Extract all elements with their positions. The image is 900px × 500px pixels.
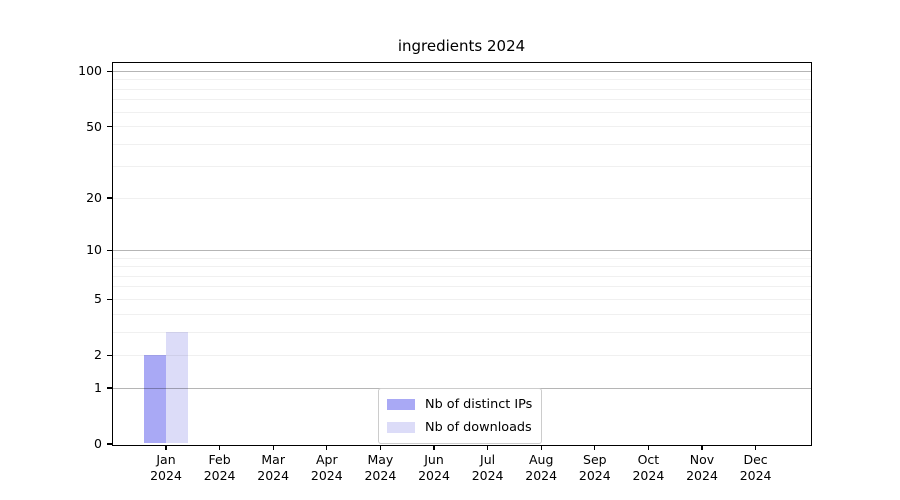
x-tick-label: Jul 2024 [457, 452, 519, 483]
x-tick-label: May 2024 [349, 452, 411, 483]
x-tick-label: Nov 2024 [671, 452, 733, 483]
x-tick-label-month: Apr [315, 452, 338, 467]
minor-gridline [112, 331, 811, 333]
x-tick-mark [754, 445, 757, 450]
x-tick-label-year: 2024 [686, 467, 718, 483]
x-tick-mark [594, 445, 596, 450]
x-tick-label: Mar 2024 [242, 452, 304, 483]
x-tick-label-year: 2024 [310, 467, 343, 483]
y-tick-mark [106, 249, 112, 252]
y-tick-label: 2 [94, 347, 102, 363]
y-tick-mark [106, 354, 112, 356]
x-tick-label-month: Nov [689, 452, 715, 467]
y-tick-mark [106, 298, 112, 300]
legend-label: Nb of distinct IPs [425, 396, 533, 412]
y-tick-label: 20 [86, 190, 102, 206]
minor-gridline [112, 286, 811, 288]
x-tick-label-year: 2024 [525, 467, 558, 483]
x-tick-label-year: 2024 [739, 467, 772, 483]
y-tick-mark [106, 70, 112, 73]
legend-swatch-downloads [387, 421, 415, 433]
x-tick-label: Jan 2024 [135, 452, 197, 483]
x-tick-mark [486, 445, 489, 450]
y-tick-mark [106, 387, 112, 389]
y-tick-mark [106, 197, 112, 199]
minor-gridline [112, 126, 811, 127]
y-tick-mark [106, 443, 112, 445]
x-tick-label: Jun 2024 [403, 452, 465, 483]
y-tick-label: 1 [94, 380, 102, 396]
x-tick-mark [165, 445, 167, 450]
x-tick-label-year: 2024 [150, 467, 182, 483]
legend-item: Nb of downloads [387, 417, 532, 437]
y-tick-label: 0 [94, 436, 102, 451]
minor-gridline [112, 99, 811, 101]
major-gridline [112, 249, 811, 251]
y-tick-label: 10 [86, 242, 102, 258]
x-tick-label-month: Mar [261, 452, 285, 467]
x-tick-label: Apr 2024 [296, 452, 358, 483]
legend-swatch-distinct-ips [387, 398, 415, 410]
minor-gridline [112, 143, 811, 145]
legend-item: Nb of distinct IPs [387, 394, 532, 414]
minor-gridline [112, 88, 811, 90]
x-tick-label-year: 2024 [578, 467, 611, 483]
x-tick-label-month: Dec [743, 452, 768, 467]
x-tick-label: Feb 2024 [189, 452, 251, 483]
x-tick-mark [272, 445, 274, 450]
minor-gridline [112, 354, 811, 356]
x-tick-label: Aug 2024 [510, 452, 572, 483]
minor-gridline [112, 275, 811, 277]
minor-gridline [112, 313, 811, 315]
x-tick-mark [540, 445, 542, 450]
x-tick-label-year: 2024 [471, 467, 504, 483]
x-tick-label-month: Sep [583, 452, 607, 467]
y-tick-label: 50 [86, 118, 102, 134]
x-tick-label-month: Feb [208, 452, 231, 467]
minor-gridline [112, 197, 811, 199]
x-tick-label-month: Jul [480, 452, 496, 467]
y-tick-label: 5 [94, 291, 102, 307]
minor-gridline [112, 298, 811, 300]
x-tick-label-year: 2024 [632, 467, 665, 483]
y-tick-label: 100 [78, 63, 102, 79]
x-tick-mark [218, 445, 221, 450]
x-tick-mark [379, 445, 382, 450]
x-tick-label: Oct 2024 [617, 452, 679, 483]
x-tick-label-year: 2024 [418, 467, 450, 483]
x-tick-label-year: 2024 [203, 467, 236, 483]
minor-gridline [112, 166, 811, 168]
bar-jan-s0 [143, 354, 166, 444]
x-tick-label: Sep 2024 [564, 452, 626, 483]
minor-gridline [112, 79, 811, 81]
minor-gridline [112, 257, 811, 259]
x-tick-label-year: 2024 [364, 467, 397, 483]
bar-jan-s1 [165, 331, 188, 444]
x-tick-label-month: Jun [424, 452, 444, 467]
chart-title: ingredients 2024 [397, 37, 526, 55]
x-tick-label: Dec 2024 [725, 452, 787, 483]
x-tick-label-month: May [367, 452, 394, 467]
x-tick-label-month: Jan [156, 452, 176, 467]
minor-gridline [112, 111, 811, 113]
minor-gridline [112, 266, 811, 268]
legend-label: Nb of downloads [425, 419, 532, 435]
x-tick-mark [433, 445, 435, 450]
y-tick-mark [106, 125, 112, 128]
x-tick-mark [701, 445, 703, 450]
major-gridline [112, 70, 811, 72]
x-tick-label-month: Aug [528, 452, 554, 467]
x-tick-mark [647, 445, 650, 450]
x-tick-mark [326, 445, 328, 450]
plot-area [111, 61, 812, 446]
x-tick-label-year: 2024 [257, 467, 290, 483]
x-tick-label-month: Oct [637, 452, 660, 467]
legend: Nb of distinct IPs Nb of downloads [378, 388, 543, 444]
